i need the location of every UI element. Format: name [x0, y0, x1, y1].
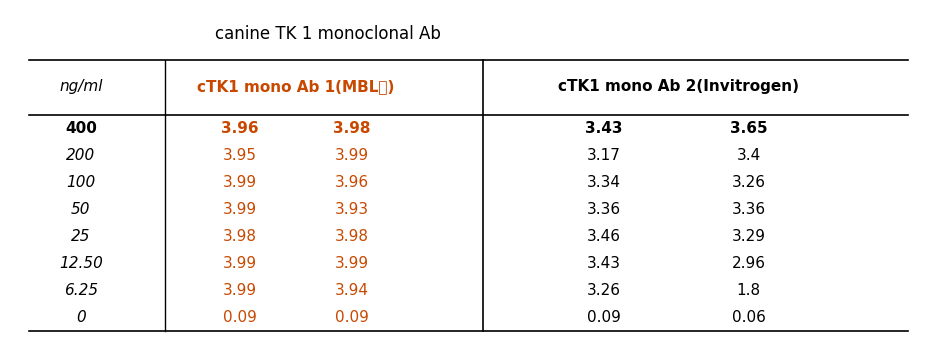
Text: 2.96: 2.96: [731, 256, 765, 271]
Text: 3.36: 3.36: [731, 202, 765, 217]
Text: 6.25: 6.25: [64, 283, 97, 298]
Text: 3.98: 3.98: [334, 229, 369, 244]
Text: 0.09: 0.09: [334, 310, 368, 325]
Text: 3.99: 3.99: [223, 283, 256, 298]
Text: ng/ml: ng/ml: [59, 79, 102, 94]
Text: 3.46: 3.46: [586, 229, 621, 244]
Text: 3.36: 3.36: [586, 202, 621, 217]
Text: 200: 200: [66, 148, 95, 163]
Text: 3.96: 3.96: [334, 175, 369, 190]
Text: 3.43: 3.43: [586, 256, 621, 271]
Text: 0.09: 0.09: [223, 310, 256, 325]
Text: cTK1 mono Ab 2(Invitrogen): cTK1 mono Ab 2(Invitrogen): [558, 79, 798, 94]
Text: 100: 100: [66, 175, 95, 190]
Text: 400: 400: [65, 121, 96, 136]
Text: 12.50: 12.50: [59, 256, 103, 271]
Text: 3.93: 3.93: [334, 202, 369, 217]
Text: 0.09: 0.09: [586, 310, 621, 325]
Text: 3.94: 3.94: [334, 283, 369, 298]
Text: 3.17: 3.17: [586, 148, 621, 163]
Text: 25: 25: [71, 229, 91, 244]
Text: 3.4: 3.4: [736, 148, 760, 163]
Text: 3.99: 3.99: [334, 148, 369, 163]
Text: 3.96: 3.96: [221, 121, 258, 136]
Text: cTK1 mono Ab 1(MBL사): cTK1 mono Ab 1(MBL사): [197, 79, 394, 94]
Text: 0: 0: [76, 310, 85, 325]
Text: 3.98: 3.98: [223, 229, 256, 244]
Text: 50: 50: [71, 202, 91, 217]
Text: 3.98: 3.98: [332, 121, 370, 136]
Text: 3.95: 3.95: [223, 148, 256, 163]
Text: 3.26: 3.26: [731, 175, 765, 190]
Text: 3.43: 3.43: [585, 121, 622, 136]
Text: canine TK 1 monoclonal Ab: canine TK 1 monoclonal Ab: [215, 25, 441, 43]
Text: 3.65: 3.65: [729, 121, 767, 136]
Text: 3.99: 3.99: [223, 256, 256, 271]
Text: 0.06: 0.06: [731, 310, 765, 325]
Text: 3.26: 3.26: [586, 283, 621, 298]
Text: 3.29: 3.29: [731, 229, 765, 244]
Text: 3.99: 3.99: [223, 202, 256, 217]
Text: 1.8: 1.8: [736, 283, 760, 298]
Text: 3.34: 3.34: [586, 175, 621, 190]
Text: 3.99: 3.99: [334, 256, 369, 271]
Text: 3.99: 3.99: [223, 175, 256, 190]
